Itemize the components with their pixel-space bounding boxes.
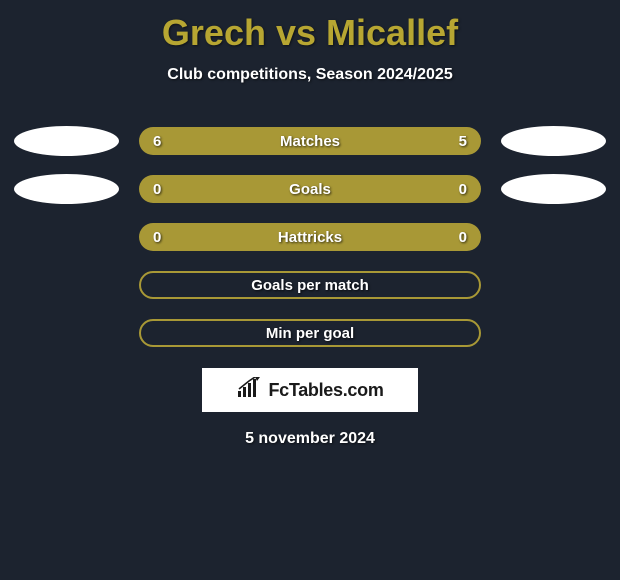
subtitle: Club competitions, Season 2024/2025 (0, 66, 620, 84)
stat-left-value: 6 (153, 133, 161, 150)
ellipse-spacer (14, 270, 119, 300)
chart-icon (236, 377, 262, 404)
stat-bar: Min per goal (139, 319, 481, 347)
stat-bar: Goals per match (139, 271, 481, 299)
ellipse-spacer (14, 222, 119, 252)
stat-row: Min per goal (0, 318, 620, 348)
ellipse-spacer (501, 318, 606, 348)
stat-bar: 0 Hattricks 0 (139, 223, 481, 251)
stat-row: 0 Goals 0 (0, 174, 620, 204)
logo-box: FcTables.com (202, 368, 418, 412)
right-ellipse (501, 174, 606, 204)
stat-row: 0 Hattricks 0 (0, 222, 620, 252)
stat-right-value: 0 (459, 229, 467, 246)
player-left-name: Grech (162, 12, 266, 53)
logo-text: FcTables.com (268, 380, 383, 401)
stat-rows: 6 Matches 5 0 Goals 0 0 Hattricks 0 Goals per mat… (0, 126, 620, 348)
stat-bar: 6 Matches 5 (139, 127, 481, 155)
stat-row: 6 Matches 5 (0, 126, 620, 156)
stat-bar: 0 Goals 0 (139, 175, 481, 203)
page-title: Grech vs Micallef (0, 0, 620, 54)
stat-label: Goals (289, 181, 331, 198)
stat-left-value: 0 (153, 229, 161, 246)
player-right-name: Micallef (326, 12, 458, 53)
stat-label: Matches (280, 133, 340, 150)
right-ellipse (501, 126, 606, 156)
left-ellipse (14, 174, 119, 204)
stat-left-value: 0 (153, 181, 161, 198)
stat-label: Goals per match (251, 277, 369, 294)
ellipse-spacer (501, 270, 606, 300)
date-text: 5 november 2024 (0, 430, 620, 448)
title-vs: vs (276, 12, 316, 53)
stat-label: Hattricks (278, 229, 342, 246)
ellipse-spacer (14, 318, 119, 348)
stat-right-value: 5 (459, 133, 467, 150)
stat-right-value: 0 (459, 181, 467, 198)
ellipse-spacer (501, 222, 606, 252)
stat-row: Goals per match (0, 270, 620, 300)
left-ellipse (14, 126, 119, 156)
stat-label: Min per goal (266, 325, 354, 342)
